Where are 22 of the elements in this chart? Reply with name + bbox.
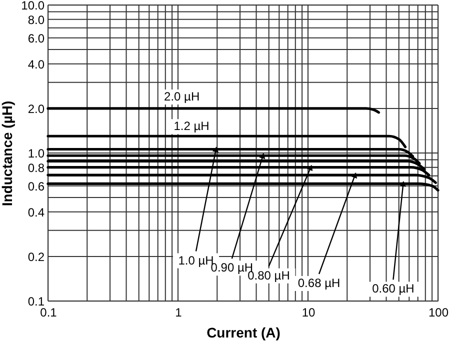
y-axis-title: Inductance (µH) <box>0 100 16 206</box>
annotation: 0.68 µH <box>298 276 340 290</box>
y-tick-label: 8.0 <box>28 12 45 27</box>
y-tick-label: 6.0 <box>28 31 45 46</box>
annotation: 1.2 µH <box>174 119 210 134</box>
x-tick-label: 10 <box>302 306 316 320</box>
x-tick-label: 100 <box>428 306 449 320</box>
x-axis-title: Current (A) <box>206 324 280 340</box>
x-tick-label: 0.1 <box>40 306 58 320</box>
annotation: 0.60 µH <box>372 282 414 296</box>
x-tick-label: 1 <box>175 306 182 320</box>
annotation: 2.0 µH <box>164 89 200 104</box>
y-tick-label: 4.0 <box>28 57 45 72</box>
y-tick-label: 0.2 <box>28 250 45 264</box>
y-tick-label: 1.0 <box>28 146 45 160</box>
y-tick-label: 0.8 <box>28 160 45 175</box>
annotation: 1.0 µH <box>178 253 214 268</box>
y-tick-label: 0.6 <box>28 179 45 194</box>
y-tick-label: 10.0 <box>21 0 45 12</box>
y-tick-label: 2.0 <box>28 102 45 116</box>
y-tick-label: 0.4 <box>28 205 45 220</box>
y-tick-label: 0.1 <box>28 294 45 308</box>
